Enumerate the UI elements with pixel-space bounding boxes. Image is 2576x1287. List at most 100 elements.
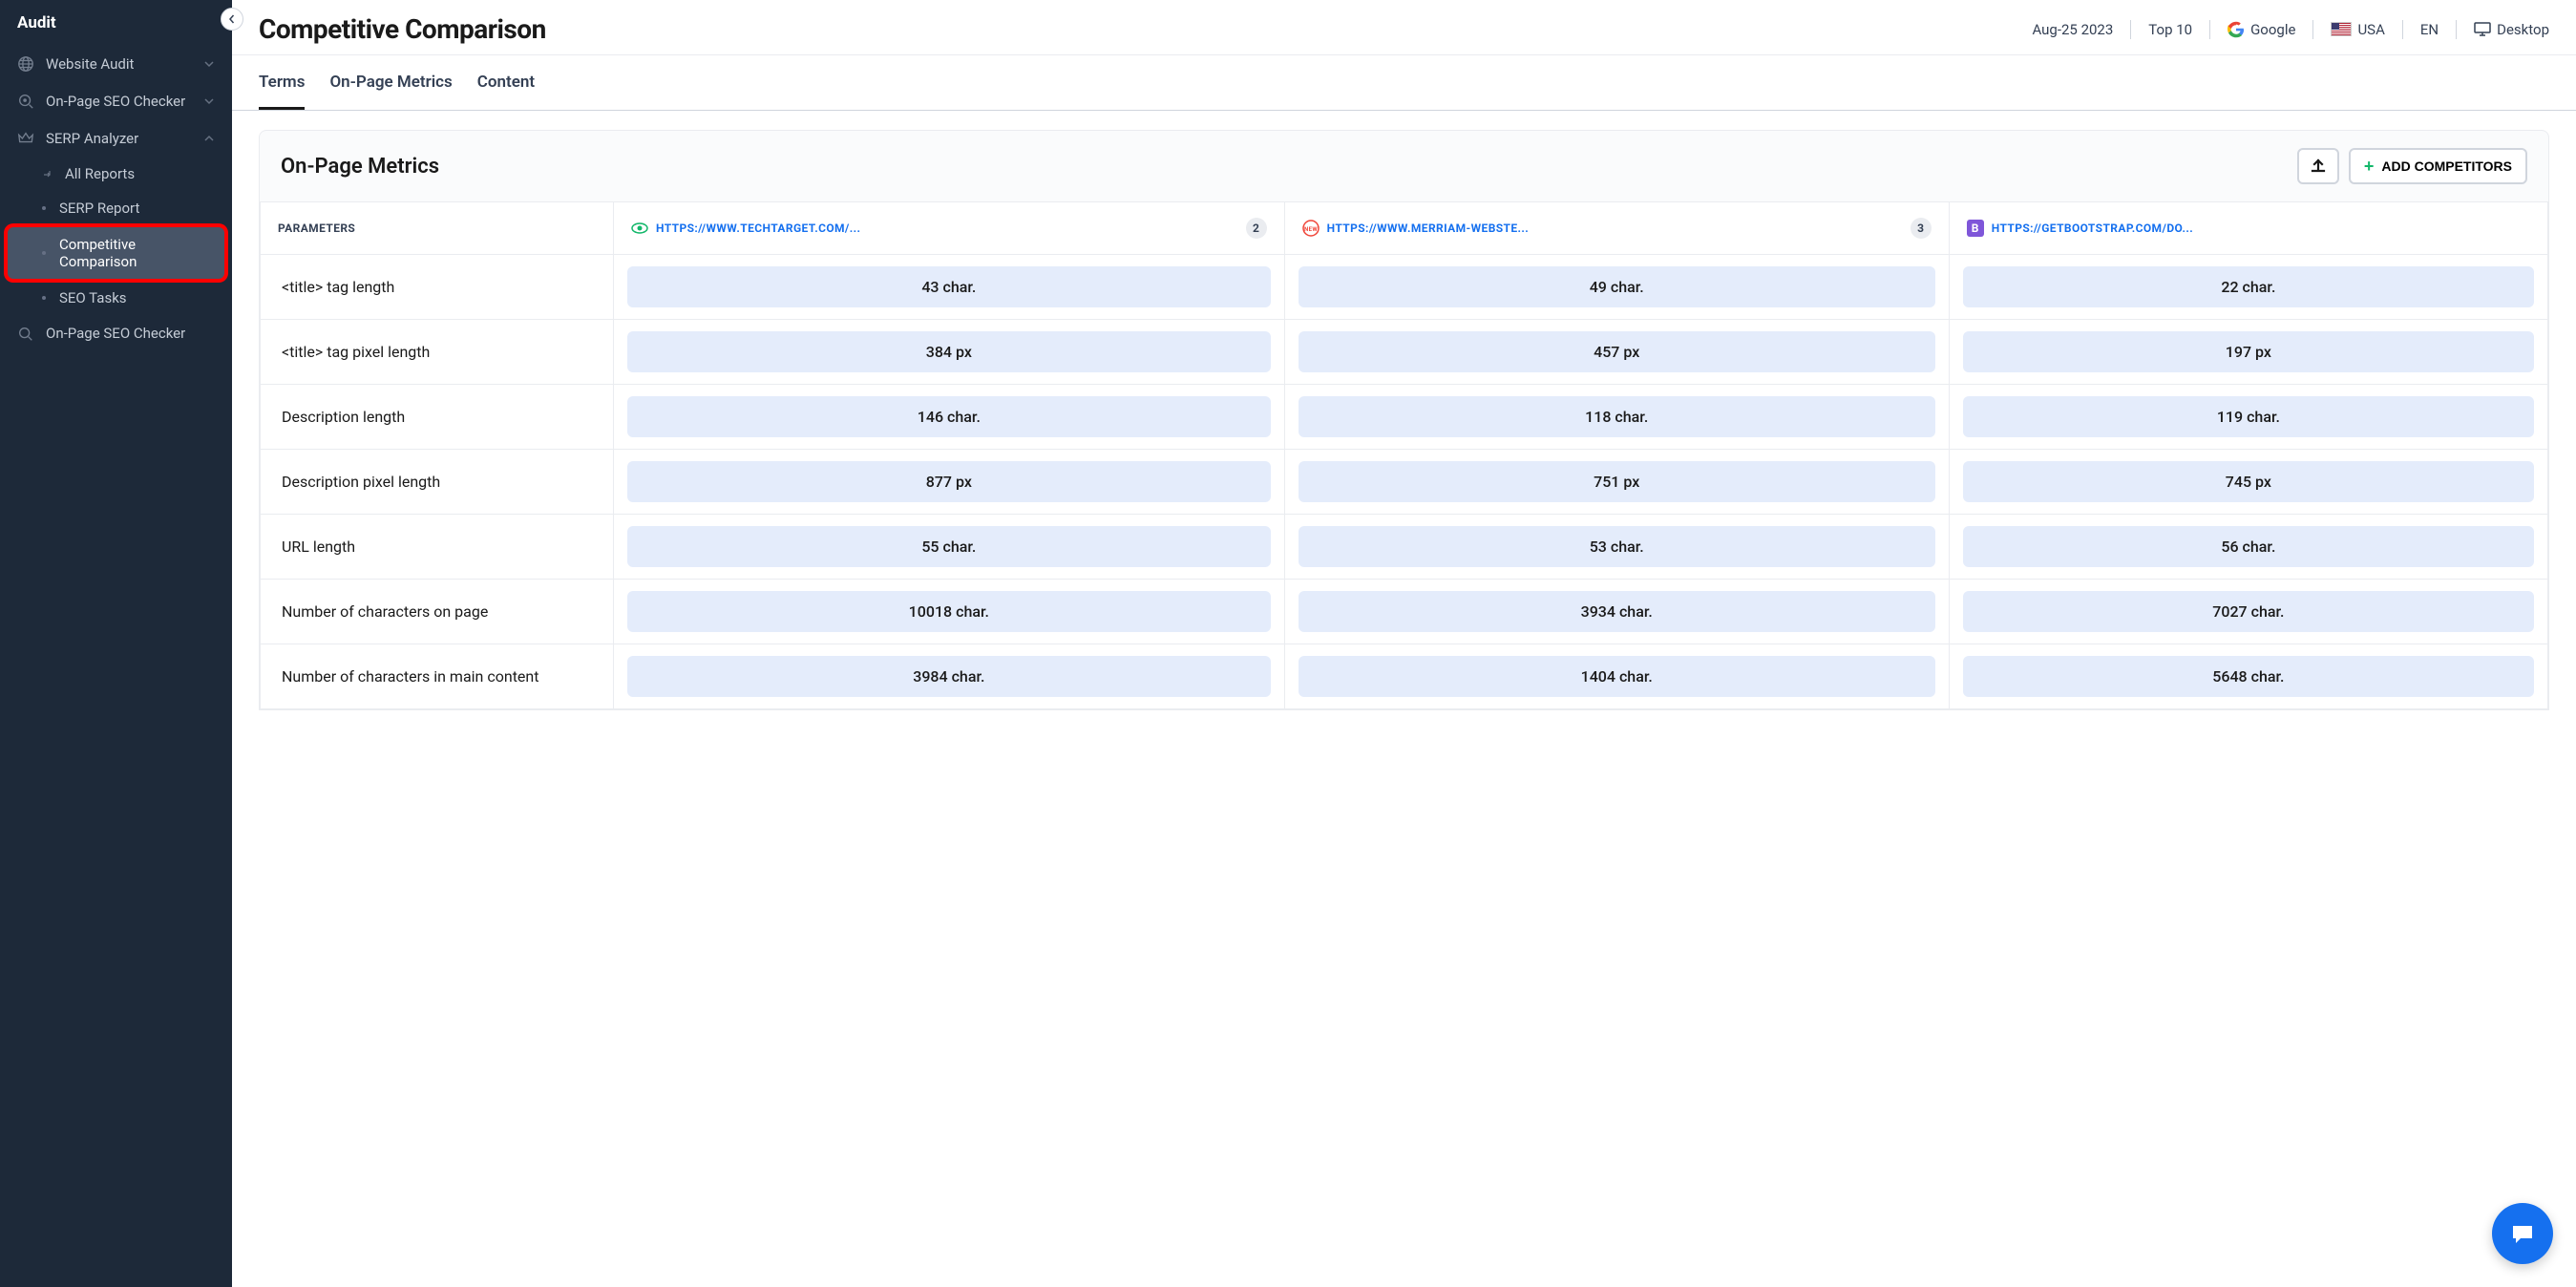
globe-icon — [17, 55, 34, 73]
column-competitor-1: HTTPS://WWW.TECHTARGET.COM/... 2 — [614, 202, 1285, 255]
metric-value-cell: 43 char. — [614, 255, 1285, 320]
metric-value-cell: 877 px — [614, 450, 1285, 515]
param-label: <title> tag pixel length — [261, 320, 614, 385]
metric-value-cell: 751 px — [1284, 450, 1949, 515]
metric-value: 751 px — [1299, 461, 1935, 502]
column-competitor-2: NEW HTTPS://WWW.MERRIAM-WEBSTE... 3 — [1284, 202, 1949, 255]
filter-engine[interactable]: Google — [2228, 21, 2295, 38]
table-row: <title> tag pixel length 384 px 457 px 197 … — [261, 320, 2548, 385]
metric-value-cell: 384 px — [614, 320, 1285, 385]
sidebar-subitem-seo-tasks[interactable]: SEO Tasks — [0, 281, 232, 315]
top-controls: Aug-25 2023 Top 10 Google USA EN — [2032, 20, 2549, 39]
content-area: On-Page Metrics + ADD COMPETITORS PARAME… — [232, 111, 2576, 1287]
competitor-url-link[interactable]: HTTPS://WWW.MERRIAM-WEBSTE... — [1327, 222, 1903, 235]
sidebar-item-serp-analyzer[interactable]: SERP Analyzer — [0, 120, 232, 158]
sidebar-item-label: SERP Analyzer — [46, 130, 203, 148]
param-label: <title> tag length — [261, 255, 614, 320]
desktop-icon — [2474, 22, 2491, 37]
magnify-eye-icon — [17, 93, 34, 110]
param-label: Number of characters in main content — [261, 644, 614, 709]
chat-button[interactable] — [2492, 1203, 2553, 1264]
metric-value: 877 px — [627, 461, 1271, 502]
return-arrow-icon — [42, 168, 53, 179]
main: Competitive Comparison Aug-25 2023 Top 1… — [232, 0, 2576, 1287]
site-icon: B — [1967, 220, 1984, 237]
sidebar-item-on-page-seo-checker[interactable]: On-Page SEO Checker — [0, 315, 232, 352]
chevron-down-icon — [203, 58, 215, 70]
metric-value: 43 char. — [627, 266, 1271, 307]
sidebar-item-label: Website Audit — [46, 55, 203, 74]
param-label: URL length — [261, 515, 614, 580]
plus-icon: + — [2364, 158, 2375, 175]
metric-value: 55 char. — [627, 526, 1271, 567]
bullet-icon — [42, 251, 46, 255]
metric-value-cell: 22 char. — [1949, 255, 2547, 320]
filter-lang[interactable]: EN — [2420, 21, 2439, 38]
metric-value: 118 char. — [1299, 396, 1935, 437]
tab-content[interactable]: Content — [477, 57, 535, 110]
chevron-up-icon — [203, 133, 215, 144]
metric-value-cell: 49 char. — [1284, 255, 1949, 320]
sidebar-subitem-label: SEO Tasks — [59, 289, 127, 306]
sidebar-subitem-serp-report[interactable]: SERP Report — [0, 191, 232, 225]
param-label: Description pixel length — [261, 450, 614, 515]
metric-value-cell: 56 char. — [1949, 515, 2547, 580]
metric-value-cell: 197 px — [1949, 320, 2547, 385]
magnify-icon — [17, 326, 34, 343]
competitor-url-link[interactable]: HTTPS://WWW.TECHTARGET.COM/... — [656, 222, 1238, 235]
topbar: Competitive Comparison Aug-25 2023 Top 1… — [232, 0, 2576, 55]
table-row: URL length 55 char. 53 char. 56 char. — [261, 515, 2548, 580]
metric-value-cell: 3984 char. — [614, 644, 1285, 709]
sidebar-subitem-label: SERP Report — [59, 200, 139, 217]
filter-date[interactable]: Aug-25 2023 — [2032, 21, 2113, 38]
filter-top[interactable]: Top 10 — [2148, 21, 2192, 38]
sidebar-subitem-label: Competitive Comparison — [59, 236, 215, 270]
tab-terms[interactable]: Terms — [259, 57, 305, 110]
upload-icon — [2311, 158, 2326, 174]
site-icon — [631, 220, 648, 237]
metric-value-cell: 119 char. — [1949, 385, 2547, 450]
rank-badge: 3 — [1911, 218, 1932, 239]
sidebar-subitem-all-reports[interactable]: All Reports — [0, 157, 232, 191]
table-row: Number of characters on page10018 char.3… — [261, 580, 2548, 644]
google-icon — [2228, 21, 2245, 38]
filter-country[interactable]: USA — [2331, 21, 2384, 38]
metric-value-cell: 10018 char. — [614, 580, 1285, 644]
column-competitor-3: B HTTPS://GETBOOTSTRAP.COM/DO... — [1949, 202, 2547, 255]
crown-icon — [17, 130, 34, 147]
sidebar-title: Audit — [0, 0, 232, 46]
sidebar-collapse-button[interactable] — [221, 8, 243, 31]
param-label: Number of characters on page — [261, 580, 614, 644]
metric-value-cell: 146 char. — [614, 385, 1285, 450]
chevron-down-icon — [203, 95, 215, 107]
rank-badge: 2 — [1246, 218, 1267, 239]
export-button[interactable] — [2297, 148, 2339, 184]
competitor-url-link[interactable]: HTTPS://GETBOOTSTRAP.COM/DO... — [1992, 222, 2530, 235]
metric-value: 1404 char. — [1299, 656, 1935, 697]
tab-on-page-metrics[interactable]: On-Page Metrics — [329, 57, 452, 110]
add-competitors-button[interactable]: + ADD COMPETITORS — [2349, 148, 2527, 184]
metric-value-cell: 1404 char. — [1284, 644, 1949, 709]
metric-value: 5648 char. — [1963, 656, 2534, 697]
metric-value: 384 px — [627, 331, 1271, 372]
sidebar-item-website-audit[interactable]: Website Audit — [0, 46, 232, 83]
site-icon: NEW — [1302, 220, 1320, 237]
metric-value: 119 char. — [1963, 396, 2534, 437]
filter-device[interactable]: Desktop — [2474, 21, 2549, 38]
chevron-left-icon — [227, 14, 237, 24]
sidebar-subitem-competitive-comparison[interactable]: Competitive Comparison — [8, 227, 224, 279]
table-row: <title> tag length 43 char. 49 char. 22 cha… — [261, 255, 2548, 320]
param-label: Description length — [261, 385, 614, 450]
sidebar-item-on-page-seo-checker[interactable]: On-Page SEO Checker — [0, 83, 232, 120]
metric-value: 53 char. — [1299, 526, 1935, 567]
bullet-icon — [42, 296, 46, 300]
column-parameters: PARAMETERS — [261, 202, 614, 255]
metric-value: 146 char. — [627, 396, 1271, 437]
metric-value-cell: 7027 char. — [1949, 580, 2547, 644]
metric-value: 49 char. — [1299, 266, 1935, 307]
metrics-table: PARAMETERSHTTPS://WWW.TECHTARGET.COM/...… — [260, 201, 2548, 709]
metric-value: 457 px — [1299, 331, 1935, 372]
metric-value-cell: 457 px — [1284, 320, 1949, 385]
tabs: Terms On-Page Metrics Content — [232, 57, 2576, 111]
metric-value-cell: 53 char. — [1284, 515, 1949, 580]
